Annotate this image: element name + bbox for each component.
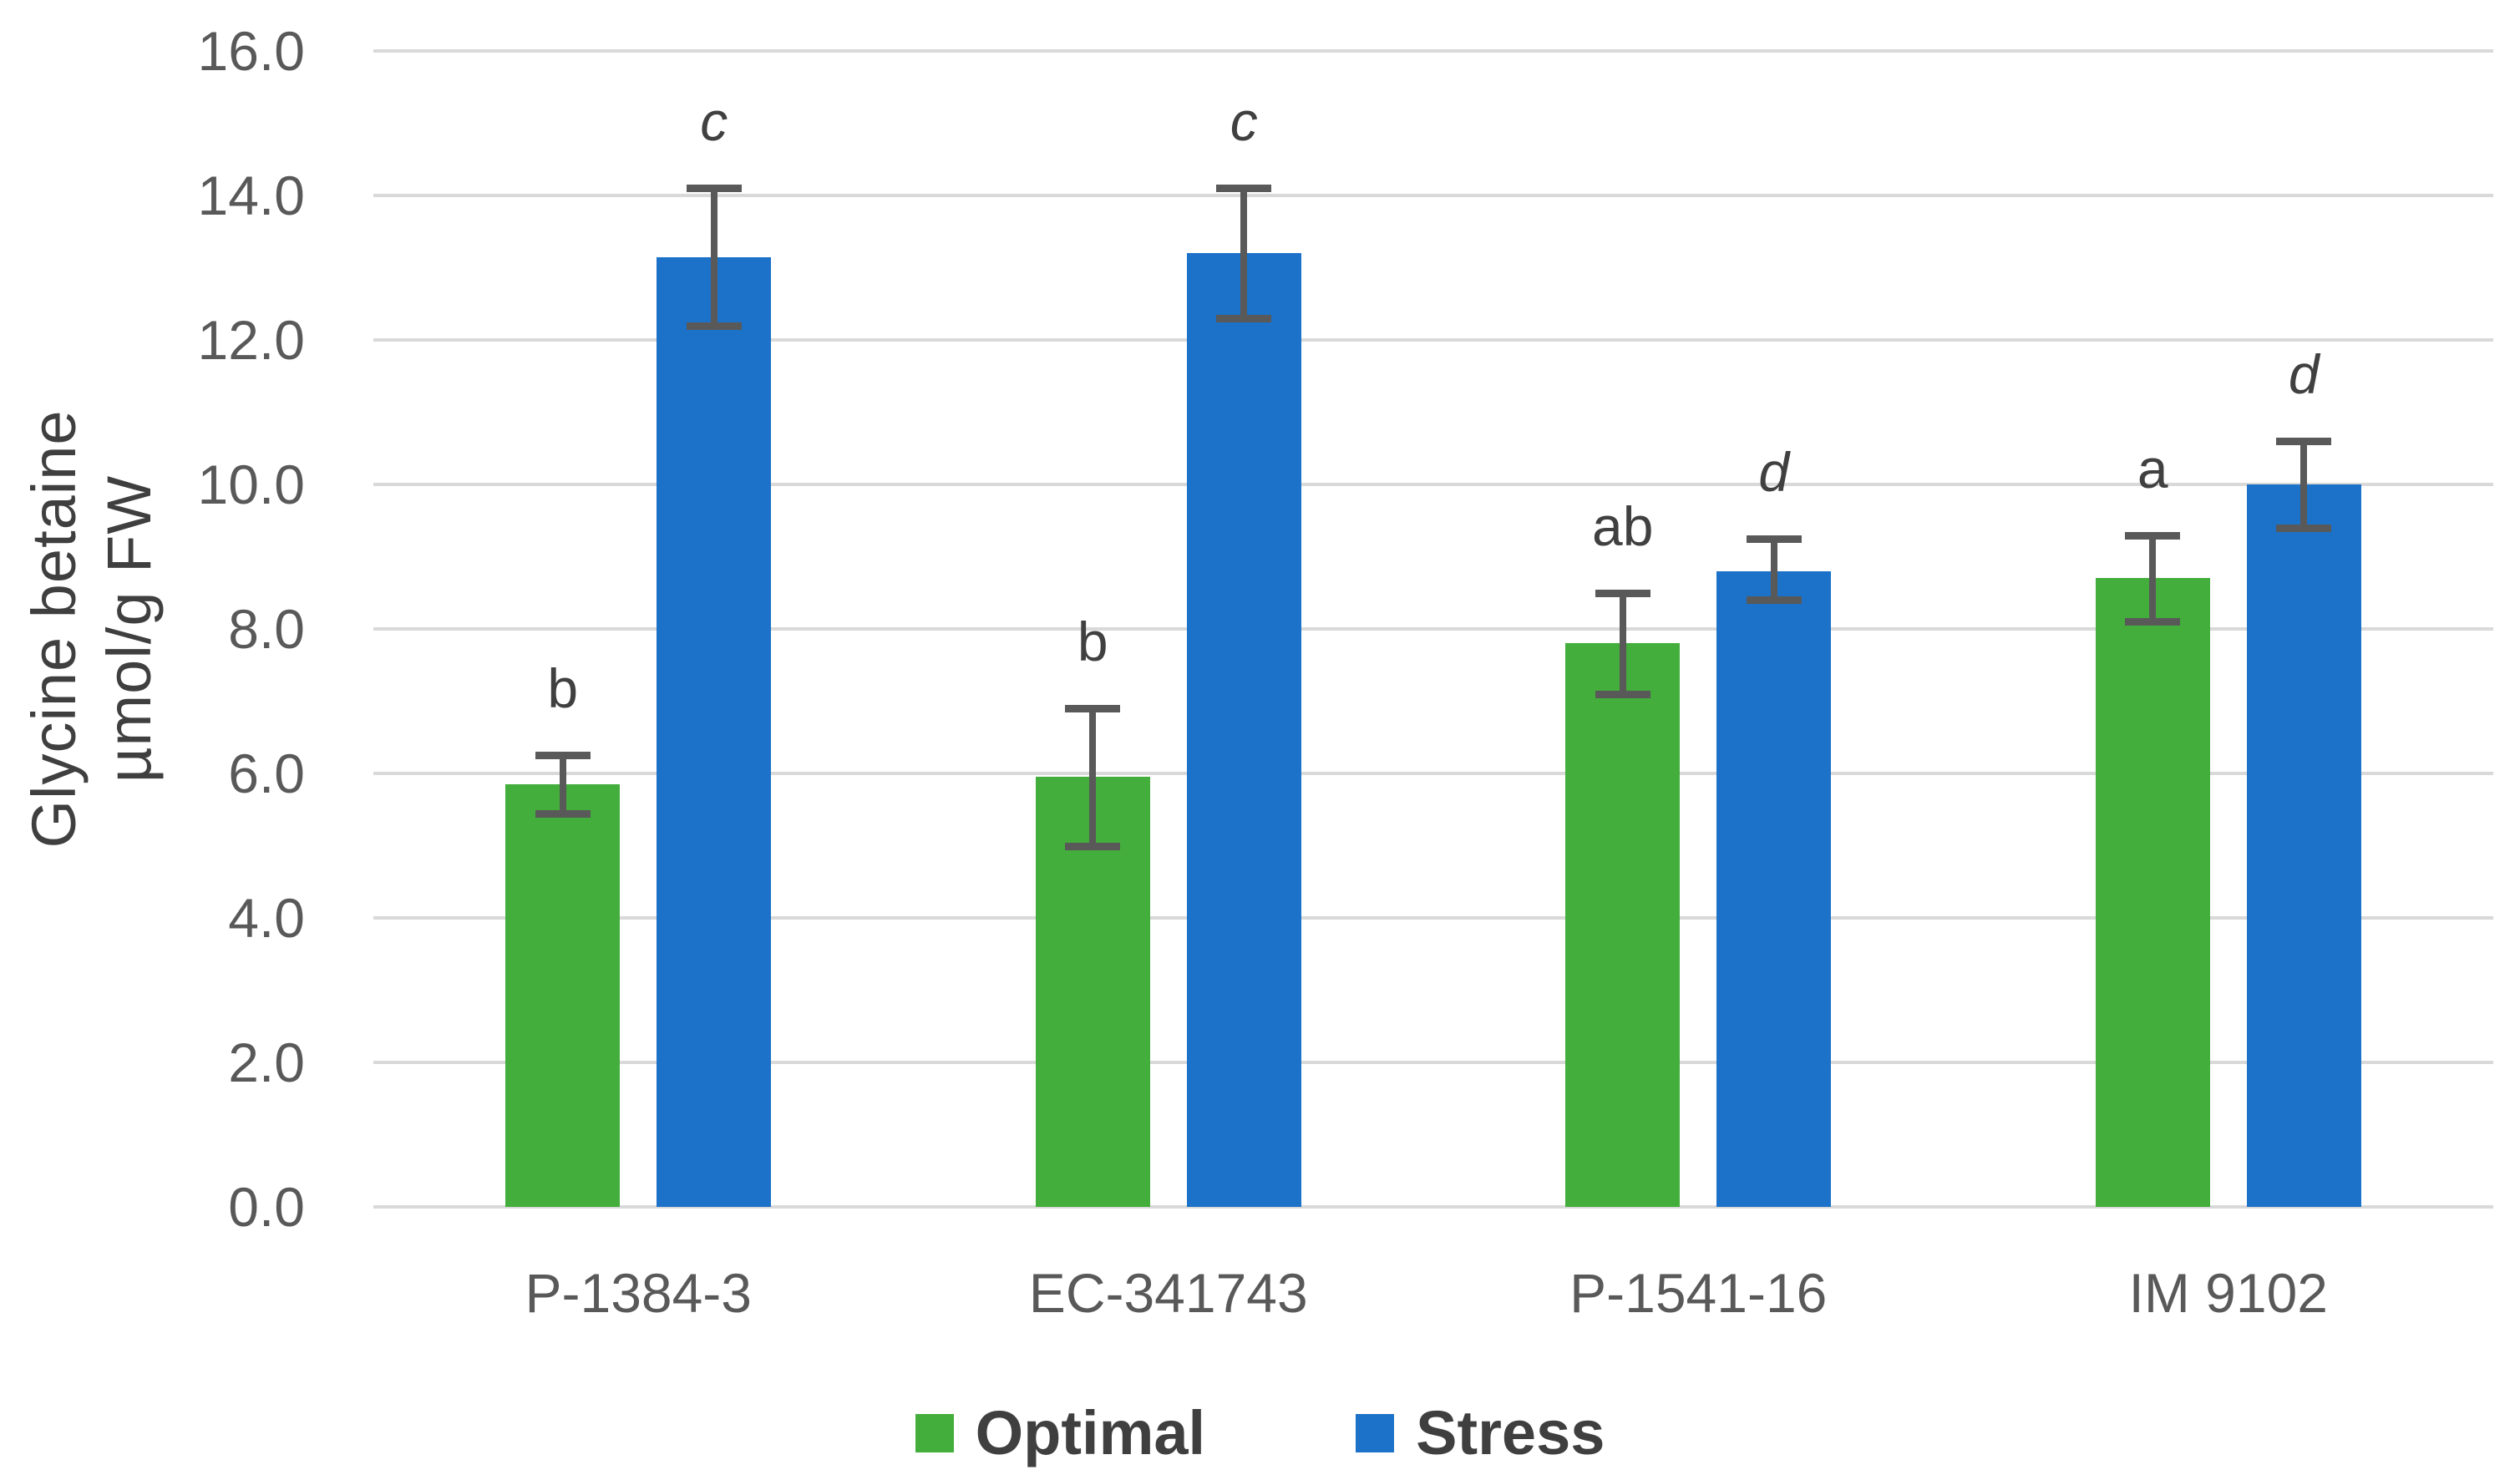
error-cap-bottom — [535, 809, 591, 818]
y-tick-label-16.0: 16.0 — [197, 20, 305, 82]
y-tick-label-8.0: 8.0 — [228, 598, 305, 660]
gridline-y-2.0 — [373, 1061, 2493, 1064]
gridline-y-6.0 — [373, 772, 2493, 775]
error-bar-optimal-P-1541-16 — [1619, 592, 1626, 694]
sig-letter-optimal-EC-341743: b — [1077, 611, 1108, 673]
sig-letter-stress-IM 9102: d — [2288, 343, 2320, 406]
error-cap-bottom — [1595, 690, 1650, 698]
error-bar-optimal-IM 9102 — [2149, 535, 2157, 622]
gridline-y-0.0 — [373, 1205, 2493, 1209]
error-bar-stress-P-1541-16 — [1770, 538, 1777, 601]
sig-letter-stress-P-1541-16: d — [1758, 440, 1790, 503]
stress-swatch-icon — [1356, 1414, 1395, 1452]
legend: Optimal Stress — [0, 1393, 2520, 1473]
optimal-swatch-icon — [915, 1414, 954, 1452]
y-axis-title-line1: Glycine betaine — [19, 409, 89, 849]
error-cap-top — [1746, 535, 1802, 543]
bar-optimal-P-1384-3 — [505, 783, 621, 1207]
x-axis-label-P-1541-16: P-1541-16 — [1569, 1262, 1828, 1324]
y-tick-label-0.0: 0.0 — [228, 1176, 305, 1238]
error-cap-top — [535, 752, 591, 760]
x-axis-label-IM 9102: IM 9102 — [2128, 1262, 2328, 1324]
error-cap-bottom — [686, 322, 742, 330]
bar-optimal-P-1541-16 — [1565, 643, 1681, 1207]
y-tick-label-14.0: 14.0 — [197, 165, 305, 226]
legend-item-optimal: Optimal — [915, 1402, 1205, 1464]
error-cap-top — [1595, 589, 1650, 597]
legend-label-stress: Stress — [1416, 1398, 1605, 1467]
sig-letter-stress-EC-341743: c — [1230, 90, 1258, 153]
y-tick-label-4.0: 4.0 — [228, 887, 305, 949]
gridline-y-12.0 — [373, 338, 2493, 342]
sig-letter-optimal-IM 9102: a — [2137, 437, 2168, 499]
y-tick-label-10.0: 10.0 — [197, 454, 305, 515]
bar-stress-P-1541-16 — [1716, 570, 1832, 1207]
error-bar-stress-P-1384-3 — [710, 188, 717, 326]
error-cap-bottom — [1065, 842, 1121, 850]
y-tick-label-6.0: 6.0 — [228, 743, 305, 804]
error-cap-top — [2125, 531, 2181, 540]
sig-letter-stress-P-1384-3: c — [700, 90, 728, 153]
error-cap-top — [1216, 185, 1272, 193]
bar-stress-EC-341743 — [1186, 253, 1301, 1207]
x-axis-label-EC-341743: EC-341743 — [1028, 1262, 1308, 1324]
legend-label-optimal: Optimal — [975, 1398, 1206, 1467]
error-cap-top — [1065, 705, 1121, 713]
error-bar-stress-EC-341743 — [1240, 188, 1248, 319]
sig-letter-optimal-P-1384-3: b — [547, 657, 579, 720]
gridline-y-14.0 — [373, 194, 2493, 197]
error-bar-stress-IM 9102 — [2300, 441, 2308, 528]
bar-optimal-IM 9102 — [2095, 578, 2210, 1207]
sig-letter-optimal-P-1541-16: ab — [1592, 494, 1654, 557]
bar-stress-IM 9102 — [2246, 484, 2361, 1207]
legend-item-stress: Stress — [1356, 1402, 1605, 1464]
y-tick-label-2.0: 2.0 — [228, 1031, 305, 1093]
error-cap-bottom — [2125, 618, 2181, 626]
error-cap-top — [2276, 438, 2332, 446]
error-bar-optimal-P-1384-3 — [559, 755, 566, 814]
x-axis-label-P-1384-3: P-1384-3 — [525, 1262, 752, 1324]
error-bar-optimal-EC-341743 — [1089, 708, 1097, 846]
gridline-y-4.0 — [373, 916, 2493, 920]
gridline-y-8.0 — [373, 627, 2493, 631]
error-cap-bottom — [1746, 596, 1802, 605]
bar-stress-P-1384-3 — [657, 256, 772, 1207]
y-tick-label-12.0: 12.0 — [197, 309, 305, 371]
error-cap-bottom — [1216, 315, 1272, 323]
error-cap-top — [686, 185, 742, 193]
gridline-y-10.0 — [373, 483, 2493, 486]
gridline-y-16.0 — [373, 49, 2493, 53]
error-cap-bottom — [2276, 524, 2332, 532]
